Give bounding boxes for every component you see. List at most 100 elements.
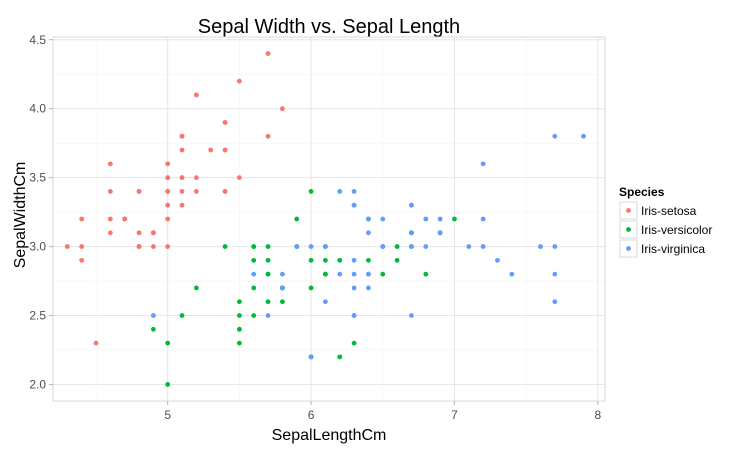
data-point <box>107 230 113 236</box>
data-point <box>337 271 343 277</box>
data-point <box>79 216 85 222</box>
y-tick-label: 2.5 <box>29 309 46 323</box>
data-point <box>394 244 400 249</box>
data-point <box>366 216 371 222</box>
data-point <box>423 271 429 277</box>
data-point <box>179 313 185 318</box>
data-point <box>236 326 242 332</box>
data-point <box>366 230 371 236</box>
data-point <box>265 244 271 249</box>
data-point <box>280 106 285 112</box>
data-point <box>366 257 371 263</box>
data-point <box>150 326 156 332</box>
data-point <box>165 175 171 181</box>
legend-label: Iris-versicolor <box>641 223 712 237</box>
legend: Species Iris-setosa Iris-versicolor Iris-v… <box>619 185 712 258</box>
data-point <box>323 244 328 249</box>
data-point <box>394 257 400 263</box>
data-point <box>222 120 228 125</box>
data-point <box>222 189 228 194</box>
x-tick-label: 6 <box>308 408 315 422</box>
data-point <box>222 147 228 153</box>
data-point <box>265 133 271 139</box>
data-point <box>280 299 285 305</box>
series-iris-setosa <box>64 51 285 346</box>
data-point <box>409 230 414 236</box>
data-point <box>236 313 242 318</box>
legend-marker <box>626 227 631 232</box>
data-point <box>452 216 457 222</box>
data-point <box>193 285 199 291</box>
data-point <box>165 382 171 387</box>
data-point <box>351 285 357 291</box>
axes: 5 6 7 8 2.0 2.5 3.0 3.5 4.0 4.5 <box>29 33 601 422</box>
data-point <box>480 161 486 167</box>
data-point <box>380 216 386 222</box>
legend-marker <box>626 246 631 251</box>
y-tick-label: 4.5 <box>29 33 46 47</box>
data-point <box>222 244 228 249</box>
data-point <box>409 244 414 249</box>
data-point <box>308 189 314 194</box>
data-point <box>193 175 199 181</box>
data-point <box>179 189 185 194</box>
data-point <box>208 147 214 153</box>
data-point <box>236 340 242 346</box>
data-point <box>236 299 242 305</box>
data-point <box>280 285 285 291</box>
data-point <box>251 285 257 291</box>
x-tick-label: 7 <box>451 408 458 422</box>
data-point <box>308 257 314 263</box>
data-point <box>64 244 70 249</box>
legend-label: Iris-setosa <box>641 204 697 218</box>
data-point <box>236 78 242 84</box>
data-point <box>193 189 199 194</box>
data-point <box>251 313 257 318</box>
data-point <box>423 216 429 222</box>
data-point <box>366 271 371 277</box>
data-point <box>294 244 300 249</box>
y-tick-label: 2.0 <box>29 377 46 391</box>
data-point <box>79 257 85 263</box>
data-point <box>165 216 171 222</box>
data-point <box>150 313 156 318</box>
data-point <box>165 340 171 346</box>
data-point <box>179 133 185 139</box>
data-point <box>136 189 142 194</box>
data-point <box>351 189 357 194</box>
plot-panel <box>52 36 606 402</box>
data-point <box>150 230 156 236</box>
data-point <box>380 271 386 277</box>
data-point <box>251 257 257 263</box>
data-point <box>509 271 515 277</box>
data-point <box>337 354 343 360</box>
data-points <box>64 51 586 387</box>
data-point <box>107 189 113 194</box>
data-point <box>351 340 357 346</box>
data-point <box>351 271 357 277</box>
data-point <box>251 244 257 249</box>
legend-marker <box>626 208 631 213</box>
data-point <box>552 299 558 305</box>
data-point <box>337 257 343 263</box>
data-point <box>265 299 271 305</box>
data-point <box>265 51 271 56</box>
data-point <box>480 216 486 222</box>
data-point <box>165 202 171 208</box>
data-point <box>409 313 414 318</box>
data-point <box>265 313 271 318</box>
data-point <box>552 133 558 139</box>
data-point <box>122 216 128 222</box>
data-point <box>308 244 314 249</box>
data-point <box>552 271 558 277</box>
data-point <box>351 313 357 318</box>
data-point <box>265 271 271 277</box>
data-point <box>107 216 113 222</box>
data-point <box>466 244 472 249</box>
data-point <box>136 230 142 236</box>
data-point <box>79 244 85 249</box>
data-point <box>581 133 586 139</box>
series-iris-versicolor <box>150 189 457 387</box>
data-point <box>552 244 558 249</box>
